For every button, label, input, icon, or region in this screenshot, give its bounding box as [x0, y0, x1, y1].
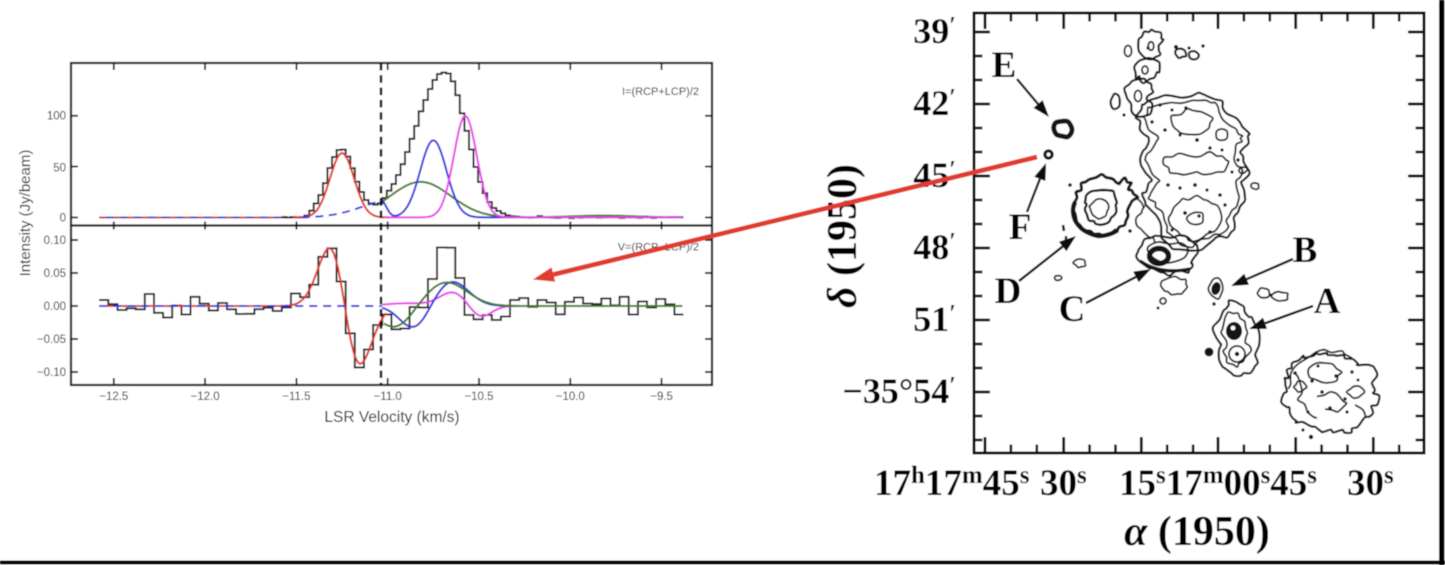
svg-text:D: D — [995, 271, 1022, 312]
svg-text:17h17m45s: 17h17m45s — [874, 462, 1030, 504]
svg-text:48′: 48′ — [913, 227, 956, 267]
svg-text:50: 50 — [53, 163, 66, 175]
svg-text:−12.5: −12.5 — [99, 391, 128, 403]
svg-text:E: E — [992, 45, 1017, 86]
svg-text:39′: 39′ — [913, 11, 956, 51]
svg-text:A: A — [1314, 281, 1341, 322]
svg-text:F: F — [1009, 207, 1032, 248]
svg-text:C: C — [1059, 289, 1086, 330]
svg-text:−11.0: −11.0 — [374, 391, 402, 403]
svg-text:α (1950): α (1950) — [1124, 509, 1270, 555]
svg-text:51′: 51′ — [913, 299, 956, 339]
svg-text:0.00: 0.00 — [44, 301, 66, 313]
svg-text:−10.5: −10.5 — [464, 391, 493, 403]
svg-text:100: 100 — [47, 111, 66, 123]
svg-text:δ (1950): δ (1950) — [820, 164, 866, 308]
svg-text:0.05: 0.05 — [44, 268, 66, 280]
svg-text:0: 0 — [60, 212, 66, 224]
svg-text:−10.0: −10.0 — [556, 391, 585, 403]
svg-text:B: B — [1293, 230, 1318, 271]
svg-text:42′: 42′ — [913, 83, 956, 123]
svg-text:LSR Velocity (km/s): LSR Velocity (km/s) — [324, 409, 459, 426]
svg-text:−9.5: −9.5 — [650, 391, 673, 403]
svg-text:30s: 30s — [1347, 462, 1394, 504]
svg-text:−0.05: −0.05 — [37, 334, 66, 346]
svg-text:−0.10: −0.10 — [37, 367, 66, 379]
svg-text:45′: 45′ — [913, 155, 956, 195]
svg-text:0.10: 0.10 — [44, 235, 66, 247]
svg-text:30s: 30s — [1040, 462, 1087, 504]
svg-text:−11.5: −11.5 — [282, 391, 310, 403]
svg-text:15s17m00s45s: 15s17m00s45s — [1119, 462, 1317, 504]
svg-text:−12.0: −12.0 — [191, 391, 220, 403]
svg-text:I=(RCP+LCP)/2: I=(RCP+LCP)/2 — [622, 86, 699, 98]
svg-text:−35°54′: −35°54′ — [842, 371, 956, 411]
svg-text:Intensity (Jy/beam): Intensity (Jy/beam) — [17, 150, 34, 277]
